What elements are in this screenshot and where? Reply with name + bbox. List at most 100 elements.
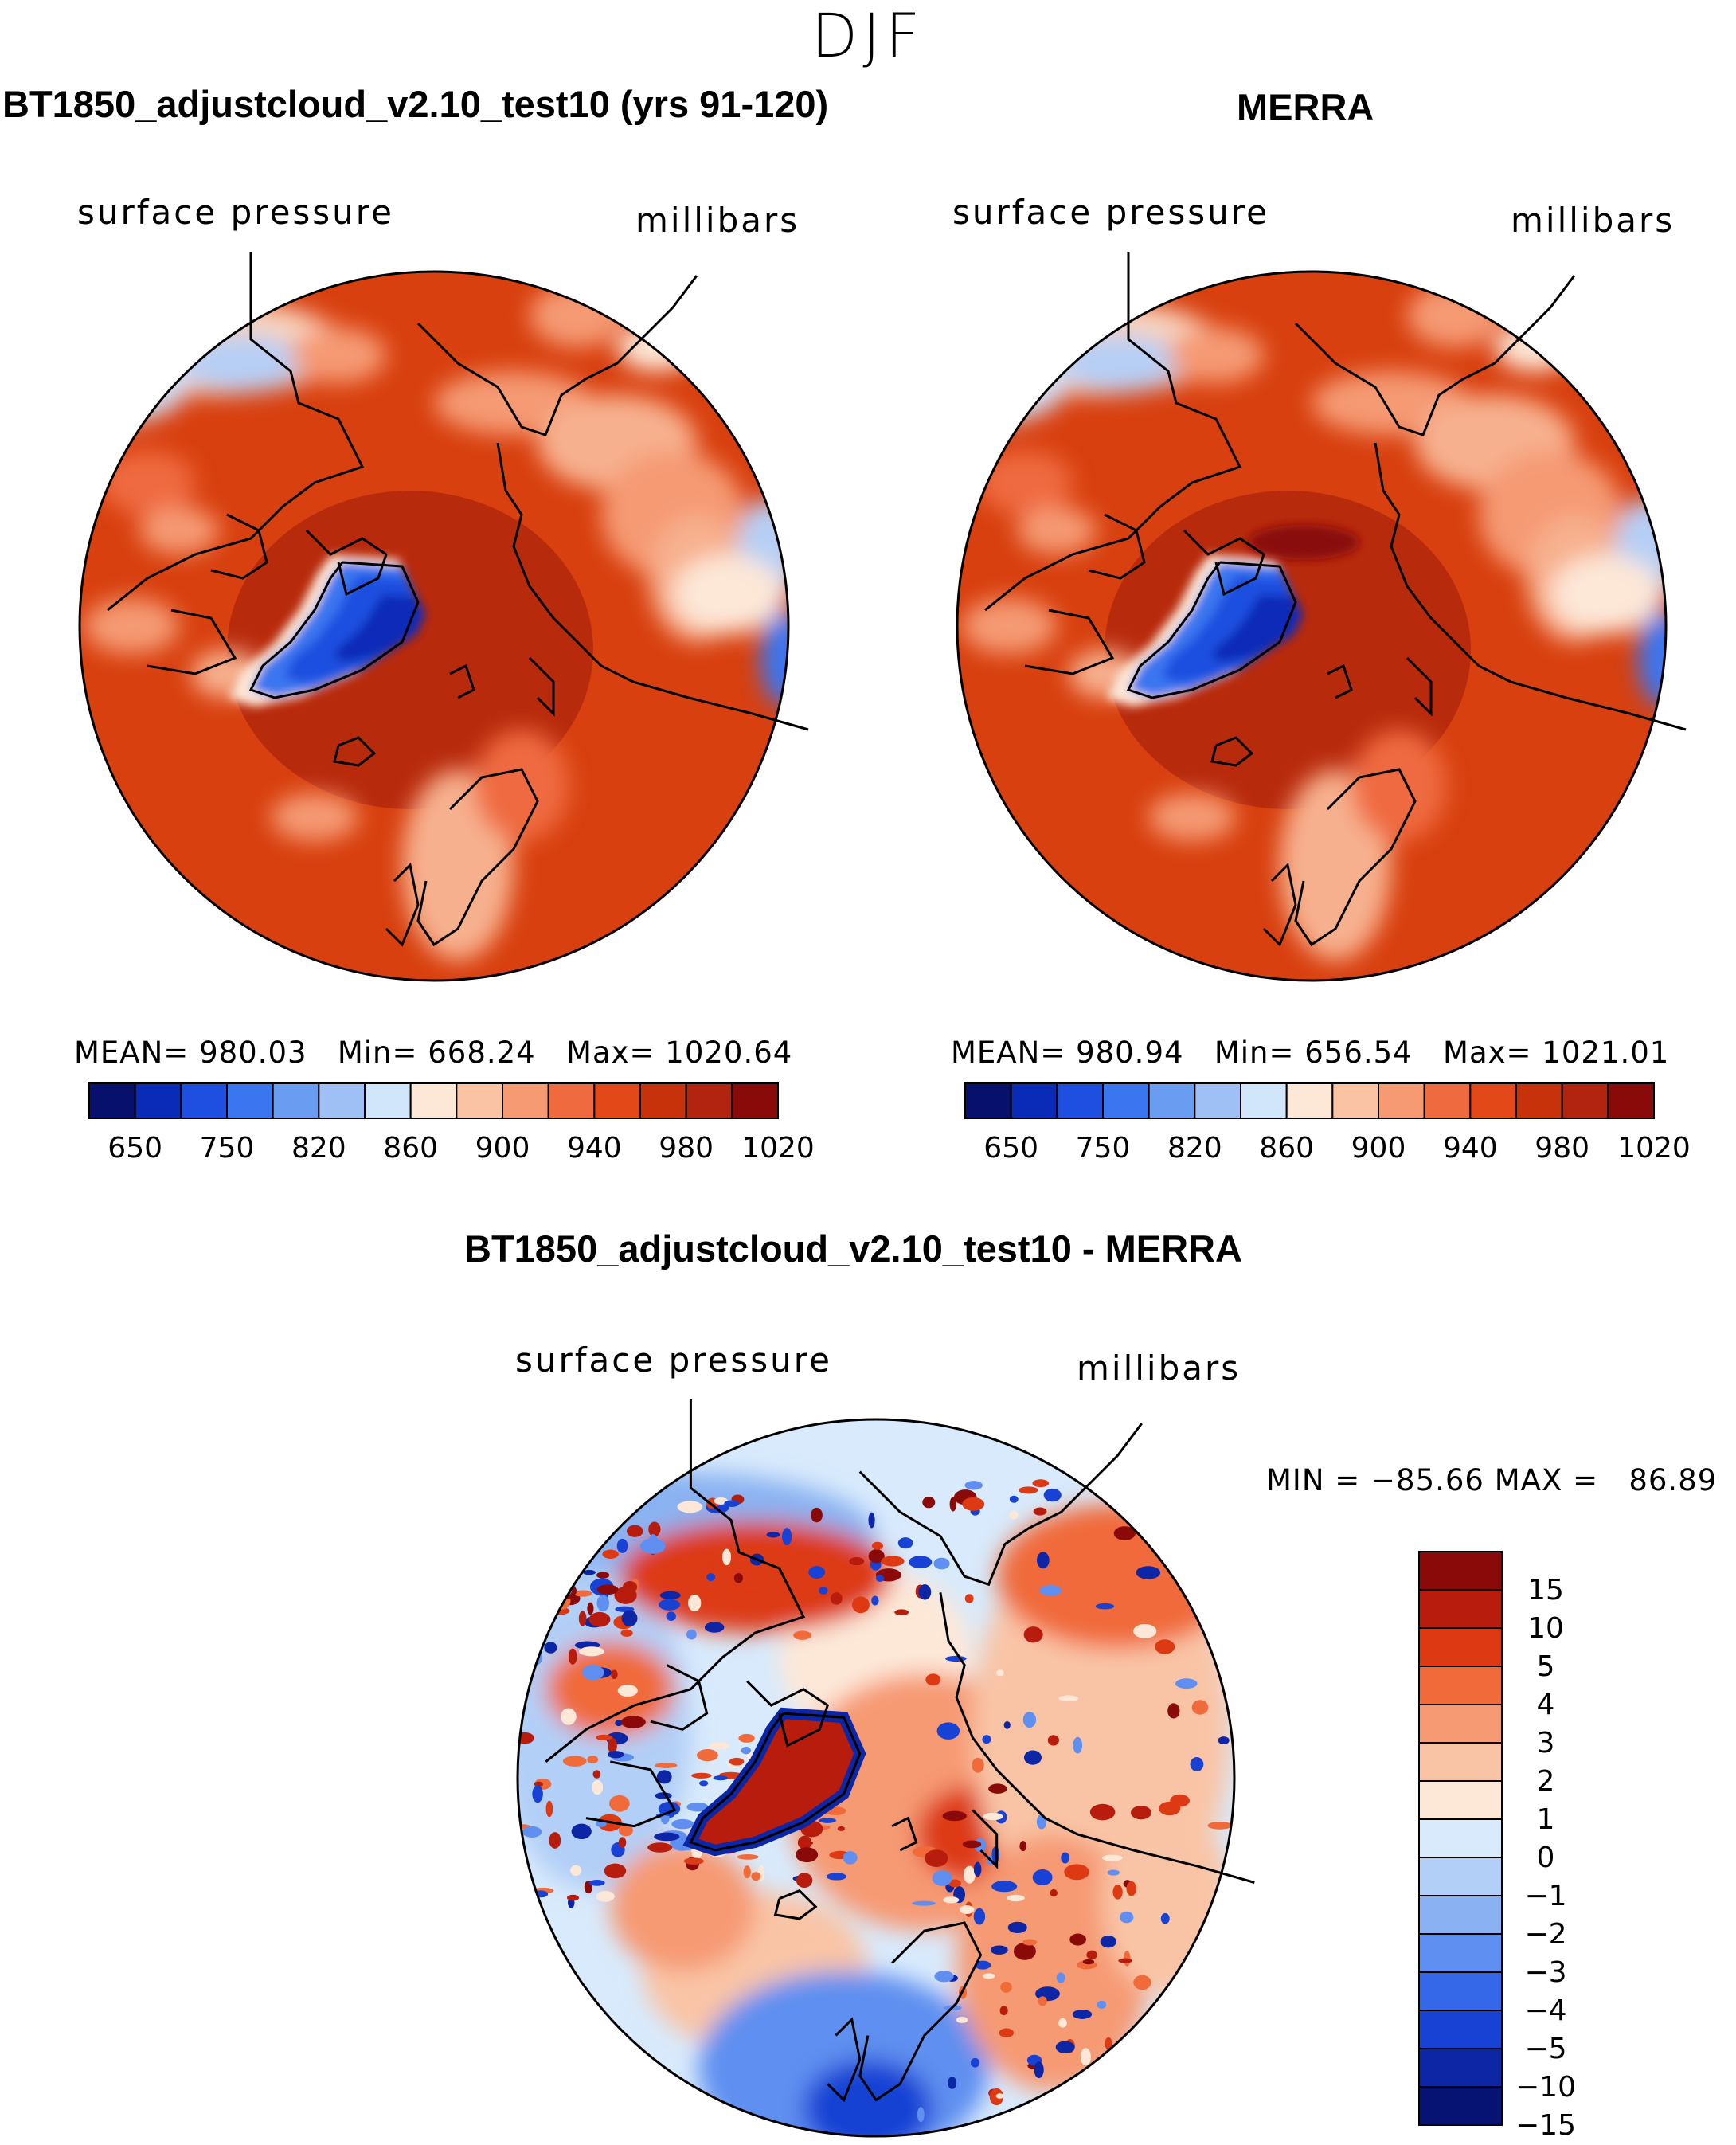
diff-speckle — [545, 1800, 553, 1818]
diff-speckle — [1038, 1996, 1047, 2006]
diff-speckle — [518, 1642, 527, 1649]
diff-speckle — [871, 1595, 879, 1606]
elevated-terrain — [1638, 610, 1666, 706]
map-border — [956, 270, 1668, 982]
panel-1-colorbar-box — [318, 1082, 366, 1119]
diff-panel-map — [499, 1399, 1255, 2138]
diff-speckle — [973, 1908, 986, 1925]
diff-panel-stats: MIN = −85.66 MAX = 86.89 — [1266, 1463, 1718, 1497]
greenland-ice-summit — [333, 594, 425, 662]
coastline — [689, 1712, 862, 1852]
diff-panel-colorbar-box — [1418, 1780, 1503, 1820]
diff-speckle — [561, 1708, 577, 1725]
diff-speckle — [583, 1689, 608, 1705]
panel-1-colorbar-box — [88, 1082, 136, 1119]
panel-2-colorbar-tick-label: 940 — [1443, 1132, 1498, 1164]
elevated-terrain — [271, 793, 358, 841]
coastline — [416, 275, 698, 436]
panel-2-colorbar-tick-label: 1020 — [1617, 1132, 1691, 1164]
elevated-terrain — [760, 610, 788, 706]
diff-speckle — [1061, 1852, 1069, 1864]
season-title: DJF — [811, 0, 925, 71]
diff-speckle — [1058, 1695, 1079, 1702]
panel-1-min-value: 668.24 — [428, 1035, 536, 1070]
diff-speckle — [608, 1737, 617, 1755]
coastline — [1294, 275, 1576, 436]
diff-speckle — [1135, 1442, 1147, 1450]
diff-speckle — [573, 1590, 592, 1597]
diff-speckle — [1143, 2039, 1167, 2054]
diff-speckle — [1226, 1442, 1234, 1450]
diff-speckle — [1102, 1854, 1123, 1861]
coastline — [107, 252, 365, 612]
panel-2-max-label: Max= — [1443, 1035, 1532, 1070]
diff-panel-colorbar-tick-label: −2 — [1524, 1918, 1566, 1951]
coastline — [545, 1399, 806, 1763]
diff-speckle — [1032, 1479, 1050, 1488]
diff-speckle — [917, 2107, 925, 2123]
diff-speckle — [691, 1772, 712, 1779]
diff-speckle — [1112, 1884, 1123, 1900]
diff-speckle — [881, 1556, 905, 1567]
diff-speckle — [697, 1749, 718, 1762]
diff-speckle — [942, 1810, 968, 1822]
diff-speckle — [518, 1565, 526, 1582]
coastline — [858, 1423, 1143, 1587]
diff-speckle — [499, 1543, 517, 1553]
diff-speckle — [1190, 1756, 1204, 1772]
diff-speckle — [1058, 2018, 1067, 2028]
diff-speckle — [808, 1566, 826, 1579]
map-field — [499, 1419, 1234, 2136]
elevated-terrain — [139, 507, 219, 554]
coastline — [1126, 561, 1297, 699]
panel-1-mean-value: 980.03 — [199, 1035, 307, 1070]
coastline — [1024, 609, 1115, 675]
diff-speckle — [544, 1549, 555, 1560]
elevated-terrain — [1168, 327, 1264, 383]
diff-panel-colorbar-box — [1418, 1666, 1503, 1705]
diff-speckle — [729, 1757, 745, 1766]
diff-speckle — [897, 1537, 913, 1549]
diff-speckle — [1158, 1801, 1181, 1816]
panel-1-colorbar-tick-label: 860 — [383, 1132, 438, 1164]
diff-speckle — [962, 1840, 982, 1849]
panel-1-colorbar-box — [180, 1082, 228, 1119]
diff-speckle — [658, 1801, 681, 1816]
panel-1-colorbar-tick-label: 900 — [475, 1132, 530, 1164]
elevated-terrain — [977, 451, 1073, 515]
coastline — [650, 1664, 709, 1731]
diff-speckle — [1105, 1491, 1117, 1503]
diff-speckle — [654, 1832, 680, 1842]
coastline — [1262, 862, 1297, 947]
diff-speckle — [743, 1865, 751, 1879]
panel-1-colorbar-box — [409, 1082, 458, 1119]
diff-speckle — [704, 1622, 725, 1633]
panel-1-colorbar-box — [547, 1082, 596, 1119]
panel-2-colorbar-box — [964, 1082, 1012, 1119]
diff-speckle — [1097, 2000, 1107, 2010]
diff-speckle — [596, 1595, 610, 1612]
diff-speckle — [615, 1720, 623, 1727]
elevated-terrain — [100, 451, 195, 515]
diff-speckle — [868, 1549, 885, 1564]
diff-speckle — [592, 1779, 604, 1795]
diff-speckle — [782, 1528, 792, 1546]
diff-panel-colorbar-box — [1418, 1895, 1503, 1935]
elevated-terrain — [961, 598, 1057, 654]
diff-speckle — [1058, 2088, 1069, 2102]
diff-speckle — [622, 1581, 638, 1593]
diff-panel-colorbar-box — [1418, 1589, 1503, 1629]
diff-panel-colorbar-box — [1418, 1971, 1503, 2011]
diff-speckle — [962, 1497, 985, 1511]
diff-speckle — [811, 1507, 823, 1523]
diff-speckle — [918, 1584, 932, 1600]
diff-speckle — [956, 2017, 968, 2023]
elevated-terrain — [80, 351, 187, 423]
diff-speckle — [620, 1716, 646, 1728]
panel-1-stats: MEAN= 980.03 Min= 668.24 Max= 1020.64 — [74, 1035, 792, 1070]
diff-speckle — [518, 1650, 520, 1662]
diff-panel-colorbar-tick-label: 10 — [1527, 1612, 1564, 1645]
panel-1-colorbar-box — [456, 1082, 503, 1119]
panel-2-colorbar-box — [1378, 1082, 1425, 1119]
diff-speckle — [945, 1655, 967, 1662]
